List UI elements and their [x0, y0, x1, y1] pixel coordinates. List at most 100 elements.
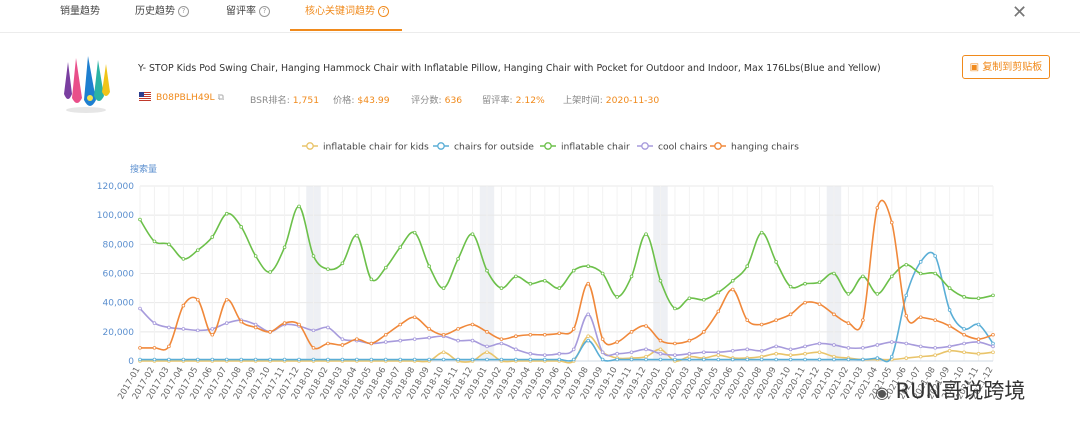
active-tab-indicator — [290, 29, 402, 31]
data-point — [181, 357, 186, 362]
data-point — [441, 332, 446, 337]
asin-value[interactable]: B08PBLH49L — [156, 92, 215, 103]
data-point — [210, 235, 215, 239]
data-point — [933, 353, 937, 357]
data-point — [875, 292, 880, 296]
price-label: 价格: — [333, 95, 355, 106]
data-point — [412, 337, 417, 341]
asin[interactable]: B08PBLH49L ⧉ — [156, 92, 224, 103]
data-point — [196, 328, 200, 333]
data-point — [167, 242, 171, 247]
data-point — [196, 248, 200, 252]
data-point — [138, 357, 142, 362]
data-point — [615, 351, 619, 356]
data-point — [398, 338, 403, 343]
data-point — [571, 357, 576, 362]
data-point — [485, 357, 489, 362]
launch-label: 上架时间: — [563, 95, 603, 106]
data-point — [456, 338, 460, 343]
data-point — [962, 332, 966, 337]
data-point — [716, 357, 721, 362]
data-point — [673, 306, 677, 311]
data-point — [759, 348, 764, 353]
data-point — [889, 354, 894, 359]
tab-sales-trend[interactable]: 销量趋势 — [60, 4, 100, 26]
data-point — [933, 271, 937, 276]
data-point — [196, 297, 200, 302]
launch-value: 2020-11-30 — [605, 95, 660, 106]
data-point — [485, 268, 489, 273]
data-point — [702, 350, 706, 355]
reviews-label: 评分数: — [411, 95, 442, 106]
data-point — [918, 260, 923, 264]
help-icon[interactable]: ? — [378, 6, 389, 17]
data-point — [268, 330, 272, 334]
data-point — [658, 278, 663, 283]
data-point — [253, 322, 258, 327]
copy-to-clipboard-button[interactable]: ▣ 复制到剪贴板 — [962, 55, 1050, 79]
help-icon[interactable]: ? — [259, 6, 270, 17]
data-point — [427, 264, 431, 269]
data-point — [224, 357, 229, 362]
data-point — [687, 357, 692, 362]
data-point — [817, 357, 822, 362]
y-tick-label: 20,000 — [103, 328, 135, 338]
legend-label: hanging chairs — [731, 142, 799, 153]
data-point — [253, 254, 258, 258]
data-point — [456, 357, 460, 362]
data-point — [514, 274, 518, 279]
tab-label: 留评率 — [226, 6, 256, 17]
data-point — [383, 332, 388, 337]
external-link-icon[interactable]: ⧉ — [217, 92, 225, 103]
tab-keyword-trend[interactable]: 核心关键词趋势? — [305, 4, 389, 26]
data-point — [196, 357, 200, 362]
data-point — [427, 327, 431, 331]
data-point — [803, 357, 807, 362]
review-rate: 留评率: 2.12% — [482, 92, 545, 106]
data-point — [485, 350, 489, 355]
data-point — [138, 306, 142, 311]
data-point — [759, 230, 764, 235]
product-title[interactable]: Y- STOP Kids Pod Swing Chair, Hanging Ha… — [138, 63, 881, 74]
data-point — [846, 292, 851, 296]
data-point — [224, 297, 229, 302]
data-point — [499, 341, 504, 346]
close-icon[interactable]: ✕ — [1012, 2, 1028, 23]
data-point — [615, 295, 619, 299]
data-point — [600, 271, 605, 276]
data-point — [528, 332, 533, 337]
data-point — [629, 330, 634, 334]
data-point — [470, 357, 475, 362]
data-point — [152, 239, 157, 244]
tab-review-rate[interactable]: 留评率? — [226, 4, 270, 26]
legend-label: inflatable chair — [561, 142, 630, 153]
data-point — [239, 357, 244, 362]
data-point — [774, 344, 778, 349]
tab-history-trend[interactable]: 历史趋势? — [135, 4, 189, 26]
data-point — [673, 341, 677, 346]
data-point — [311, 328, 316, 333]
data-point — [918, 354, 923, 359]
data-point — [514, 347, 518, 352]
data-point — [947, 286, 952, 290]
data-point — [774, 357, 778, 362]
data-point — [832, 343, 836, 347]
data-point — [904, 341, 909, 346]
reviews-value: 636 — [444, 95, 463, 106]
product-image[interactable] — [58, 54, 114, 114]
data-point — [803, 281, 807, 286]
data-point — [832, 357, 836, 362]
data-point — [412, 230, 417, 235]
data-point — [745, 347, 750, 352]
data-point — [817, 350, 822, 355]
data-point — [311, 357, 316, 362]
data-point — [326, 357, 330, 362]
data-point — [543, 353, 547, 357]
data-point — [658, 357, 663, 362]
data-point — [788, 353, 793, 357]
help-icon[interactable]: ? — [178, 6, 189, 17]
data-point — [933, 254, 937, 258]
tab-bar: 销量趋势 历史趋势? 留评率? 核心关键词趋势? ✕ — [0, 0, 1080, 33]
data-point — [167, 357, 171, 362]
data-point — [398, 322, 403, 327]
